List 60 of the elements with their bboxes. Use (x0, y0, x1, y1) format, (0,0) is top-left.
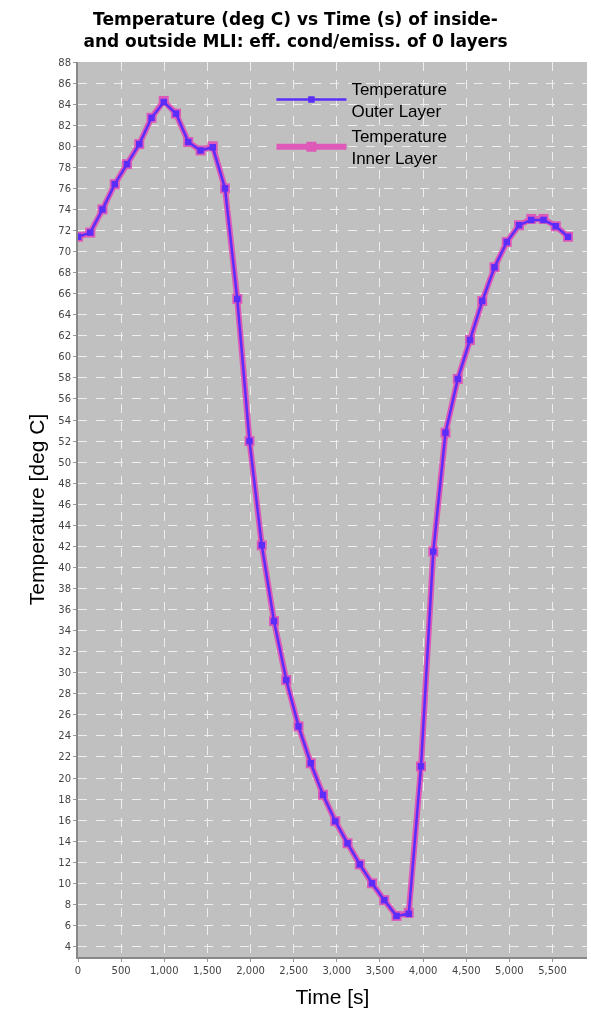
x-tick-label: 5,500 (538, 965, 567, 976)
legend-label: Temperature Outer Layer (351, 80, 447, 122)
x-tick-label: 5,000 (495, 965, 524, 976)
x-tick-label: 500 (111, 965, 131, 976)
y-tick-label: 56 (58, 393, 71, 405)
y-tick-label: 60 (58, 351, 71, 363)
y-tick-label: 18 (58, 793, 71, 805)
y-tick-label: 86 (58, 77, 71, 89)
y-tick-label: 36 (58, 604, 71, 616)
y-tick-label: 38 (58, 582, 71, 594)
x-tick-label: 1,000 (149, 965, 179, 976)
y-tick-label: 50 (58, 456, 71, 468)
y-tick-label: 66 (58, 288, 71, 300)
x-tick-label: 4,000 (408, 965, 438, 976)
y-tick-label: 72 (58, 224, 71, 236)
y-tick-label: 78 (58, 161, 71, 173)
y-tick-label: 14 (58, 835, 71, 847)
y-tick-label: 6 (64, 919, 71, 931)
y-tick-label: 52 (58, 435, 71, 447)
y-tick-label: 12 (58, 856, 71, 868)
y-tick-label: 64 (58, 309, 71, 321)
y-tick-label: 10 (58, 877, 71, 889)
y-tick-label: 8 (64, 898, 71, 910)
y-tick-label: 32 (58, 646, 71, 658)
y-tick-label: 46 (58, 498, 71, 510)
y-tick-label: 24 (58, 730, 71, 742)
y-tick-label: 80 (58, 140, 71, 152)
x-tick-label: 2,000 (236, 965, 265, 976)
y-tick-label: 74 (58, 203, 71, 215)
y-tick-label: 34 (58, 625, 71, 637)
legend-label: Temperature Inner Layer (351, 127, 447, 169)
y-tick-label: 62 (58, 330, 71, 342)
y-tick-label: 44 (58, 519, 71, 531)
y-tick-label: 88 (58, 56, 71, 68)
y-tick-label: 82 (58, 119, 71, 131)
y-tick-label: 28 (58, 688, 71, 700)
y-tick-label: 4 (64, 940, 71, 952)
chart-title: Temperature (deg C) vs Time (s) of inside- and outside MLI: eff. cond/emiss. of 0 layers (83, 8, 508, 51)
y-tick-label: 20 (58, 772, 71, 784)
y-tick-label: 16 (58, 814, 71, 826)
x-tick-label: 3,000 (322, 965, 352, 976)
y-tick-label: 42 (58, 540, 71, 552)
y-axis-title: Temperature [deg C] (24, 413, 48, 606)
y-tick-label: 26 (58, 709, 71, 721)
y-tick-label: 40 (58, 561, 71, 573)
y-tick-label: 84 (58, 98, 71, 110)
x-tick-label: 4,500 (451, 965, 481, 976)
x-tick-label: 1,500 (193, 965, 222, 976)
y-tick-label: 68 (58, 267, 71, 279)
x-tick-label: 2,500 (279, 965, 308, 976)
y-tick-label: 48 (58, 477, 71, 489)
y-tick-label: 22 (58, 751, 71, 763)
x-axis-title: Time [s] (295, 984, 370, 1008)
y-tick-label: 76 (58, 182, 71, 194)
x-tick-label: 3,500 (365, 965, 395, 976)
y-tick-label: 30 (58, 667, 71, 679)
x-tick-label: 0 (74, 965, 82, 976)
y-tick-label: 70 (58, 246, 71, 258)
y-tick-label: 54 (58, 414, 71, 426)
y-tick-label: 58 (58, 372, 71, 384)
